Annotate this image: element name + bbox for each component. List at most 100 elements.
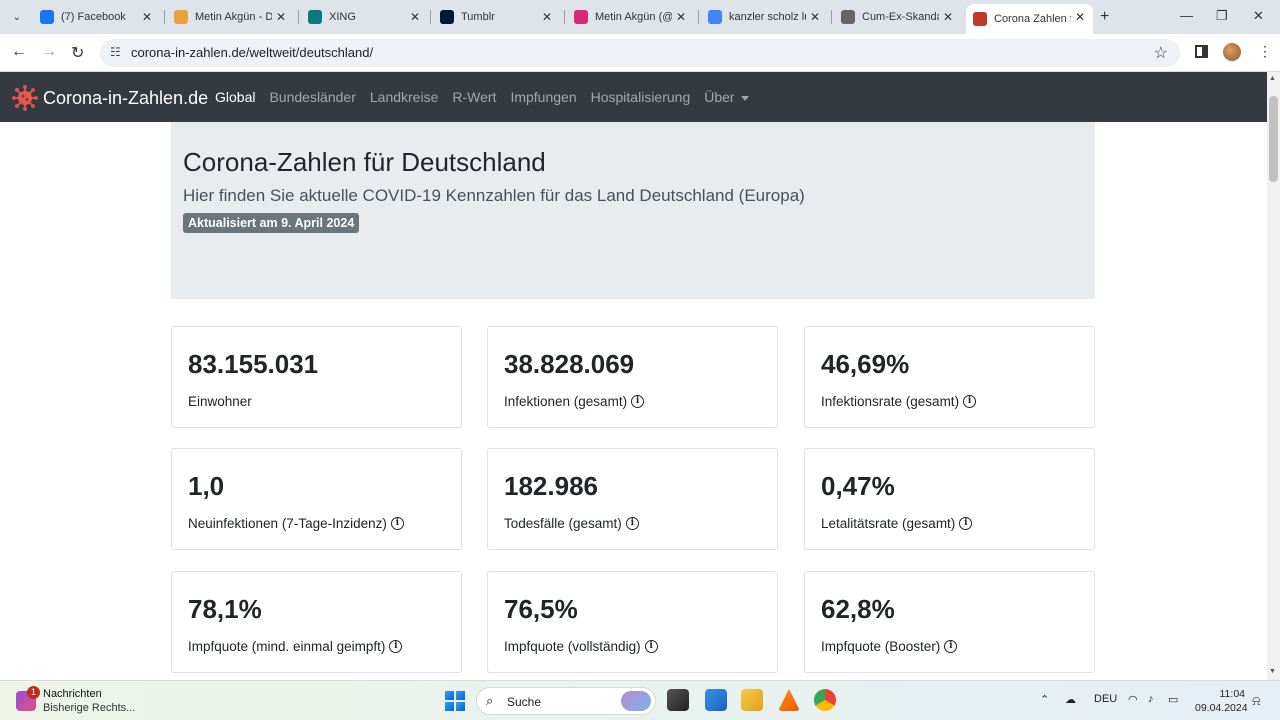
restore-button[interactable]: ❐: [1216, 8, 1228, 23]
corona-virus-icon: [973, 12, 987, 26]
close-window-button[interactable]: ✕: [1253, 8, 1264, 23]
main-nav: Global Bundesländer Landkreise R-Wert Im…: [215, 89, 763, 105]
minimize-button[interactable]: —: [1180, 8, 1193, 23]
nav-ueber-dropdown[interactable]: Über: [704, 89, 749, 105]
input-language[interactable]: DEU: [1094, 693, 1118, 705]
tab-title: (7) Facebook: [61, 11, 126, 23]
tab-close-icon[interactable]: ✕: [942, 10, 953, 24]
tab-title: Tumblr: [461, 11, 495, 23]
clock-time: 11:04: [1219, 688, 1246, 700]
dropdown-caret-icon: [740, 95, 749, 101]
info-icon[interactable]: i: [944, 640, 958, 653]
nav-hospitalisierung[interactable]: Hospitalisierung: [590, 89, 691, 105]
corona-virus-icon: [12, 85, 38, 111]
taskbar-search[interactable]: ⌕ Suche: [476, 687, 656, 715]
stat-label-row: Infektionsrate (gesamt) i: [821, 394, 977, 409]
tab-close-icon[interactable]: ✕: [541, 10, 552, 24]
stat-card: 46,69% Infektionsrate (gesamt) i: [804, 326, 1095, 428]
browser-tab[interactable]: XING ✕: [301, 4, 428, 30]
tab-title: Metin Akgün - D: [195, 11, 272, 23]
info-icon[interactable]: i: [631, 395, 645, 408]
tab-close-icon[interactable]: ✕: [141, 10, 152, 24]
profile-avatar[interactable]: [1223, 43, 1241, 61]
stat-label-row: Einwohner: [188, 394, 252, 409]
tab-separator: [831, 10, 832, 24]
browser-tab[interactable]: Metin Akgün - D ✕: [167, 4, 294, 30]
search-icon: ⌕: [486, 693, 494, 708]
stat-value: 46,69%: [821, 349, 910, 379]
notepad-app-icon[interactable]: [705, 689, 727, 711]
browser-tab[interactable]: Tumblr ✕: [433, 4, 560, 30]
nav-global[interactable]: Global: [215, 89, 256, 105]
url-text[interactable]: corona-in-zahlen.de/weltweit/deutschland…: [131, 45, 374, 60]
site-brand[interactable]: Corona-in-Zahlen.de: [12, 85, 208, 111]
tab-close-icon[interactable]: ✕: [809, 10, 820, 24]
browser-tab[interactable]: Cum-Ex-Skandal ✕: [834, 4, 961, 30]
wifi-icon[interactable]: ◠: [1128, 694, 1138, 706]
side-panel-icon[interactable]: [1195, 45, 1208, 58]
tab-title: XING: [329, 11, 356, 23]
browser-tab[interactable]: (7) Facebook ✕: [33, 4, 160, 30]
stat-value: 83.155.031: [188, 349, 319, 379]
stat-label-row: Letalitätsrate (gesamt) i: [821, 516, 973, 531]
nav-impfungen[interactable]: Impfungen: [510, 89, 577, 105]
browser-menu-icon[interactable]: ⋮: [1258, 43, 1272, 59]
notification-bell-icon[interactable]: ⍾: [1252, 693, 1261, 708]
news-widget-title[interactable]: Nachrichten: [43, 688, 102, 700]
stat-card: 182.986 Todesfälle (gesamt) i: [487, 448, 778, 550]
info-icon[interactable]: i: [625, 517, 639, 530]
reload-icon[interactable]: ↻: [71, 45, 85, 62]
info-icon[interactable]: i: [644, 640, 658, 653]
stat-card: 38.828.069 Infektionen (gesamt) i: [487, 326, 778, 428]
tab-separator: [430, 10, 431, 24]
nav-r-wert[interactable]: R-Wert: [452, 89, 497, 105]
tab-search-chevron-icon[interactable]: ⌄: [12, 11, 22, 23]
stat-label-row: Impfquote (mind. einmal geimpft) i: [188, 639, 403, 654]
tab-close-icon[interactable]: ✕: [409, 10, 420, 24]
show-hidden-icons-chevron-icon[interactable]: ⌃: [1040, 694, 1050, 706]
system-clock[interactable]: 11:04 09.04.2024: [1195, 687, 1248, 715]
address-bar[interactable]: ☷ corona-in-zahlen.de/weltweit/deutschla…: [100, 39, 1180, 67]
site-info-icon[interactable]: ☷: [110, 45, 121, 59]
forward-arrow-icon[interactable]: →: [41, 43, 57, 60]
wikipedia-icon: [841, 10, 855, 24]
stat-label-row: Impfquote (Booster) i: [821, 639, 958, 654]
cloud-sync-icon[interactable]: ☁: [1065, 694, 1076, 706]
scroll-up-arrow-icon[interactable]: ▲: [1269, 75, 1276, 82]
windows-taskbar: 1 Nachrichten Bisherige Rechts... ⌕ Such…: [0, 680, 1280, 720]
back-arrow-icon[interactable]: ←: [11, 43, 27, 60]
browser-tab[interactable]: Metin Akgün (@ ✕: [567, 4, 694, 30]
tab-close-icon[interactable]: ✕: [275, 10, 286, 24]
scrollbar-thumb[interactable]: [1269, 96, 1278, 182]
stat-card: 76,5% Impfquote (vollständig) i: [487, 571, 778, 673]
stat-label: Impfquote (vollständig): [504, 639, 641, 654]
stat-label: Einwohner: [188, 394, 252, 409]
info-icon[interactable]: i: [390, 517, 404, 530]
news-widget-subtitle[interactable]: Bisherige Rechts...: [43, 702, 136, 714]
browser-tab-strip: ⌄ (7) Facebook ✕ Metin Akgün - D ✕ XING ✕ Tumb…: [0, 0, 1280, 34]
page-scrollbar[interactable]: [1267, 72, 1280, 680]
terminal-app-icon[interactable]: [667, 689, 689, 711]
nav-landkreise[interactable]: Landkreise: [369, 89, 439, 105]
tab-title: Metin Akgün (@: [595, 11, 672, 23]
windows-start-icon[interactable]: [445, 691, 465, 711]
volume-icon[interactable]: ♪: [1148, 693, 1154, 705]
chrome-app-icon[interactable]: [814, 689, 836, 711]
nav-bundeslaender[interactable]: Bundesländer: [269, 89, 356, 105]
browser-tab[interactable]: Corona Zahlen fü ✕: [966, 4, 1093, 34]
tab-close-icon[interactable]: ✕: [675, 10, 686, 24]
scroll-down-arrow-icon[interactable]: ▼: [1269, 668, 1276, 675]
vlc-icon[interactable]: [778, 689, 800, 711]
info-icon[interactable]: i: [959, 517, 973, 530]
info-icon[interactable]: i: [389, 640, 403, 653]
info-icon[interactable]: i: [963, 395, 977, 408]
new-tab-button[interactable]: +: [1100, 8, 1110, 25]
tab-close-icon[interactable]: ✕: [1074, 10, 1085, 24]
battery-icon[interactable]: ▭: [1168, 694, 1179, 706]
browser-tab[interactable]: kanzler scholz lu ✕: [701, 4, 828, 30]
file-explorer-icon[interactable]: [741, 689, 763, 711]
stat-label: Neuinfektionen (7-Tage-Inzidenz): [188, 516, 387, 531]
bookmark-star-icon[interactable]: ☆: [1153, 45, 1168, 62]
stat-value: 78,1%: [188, 594, 262, 624]
tab-separator: [564, 10, 565, 24]
